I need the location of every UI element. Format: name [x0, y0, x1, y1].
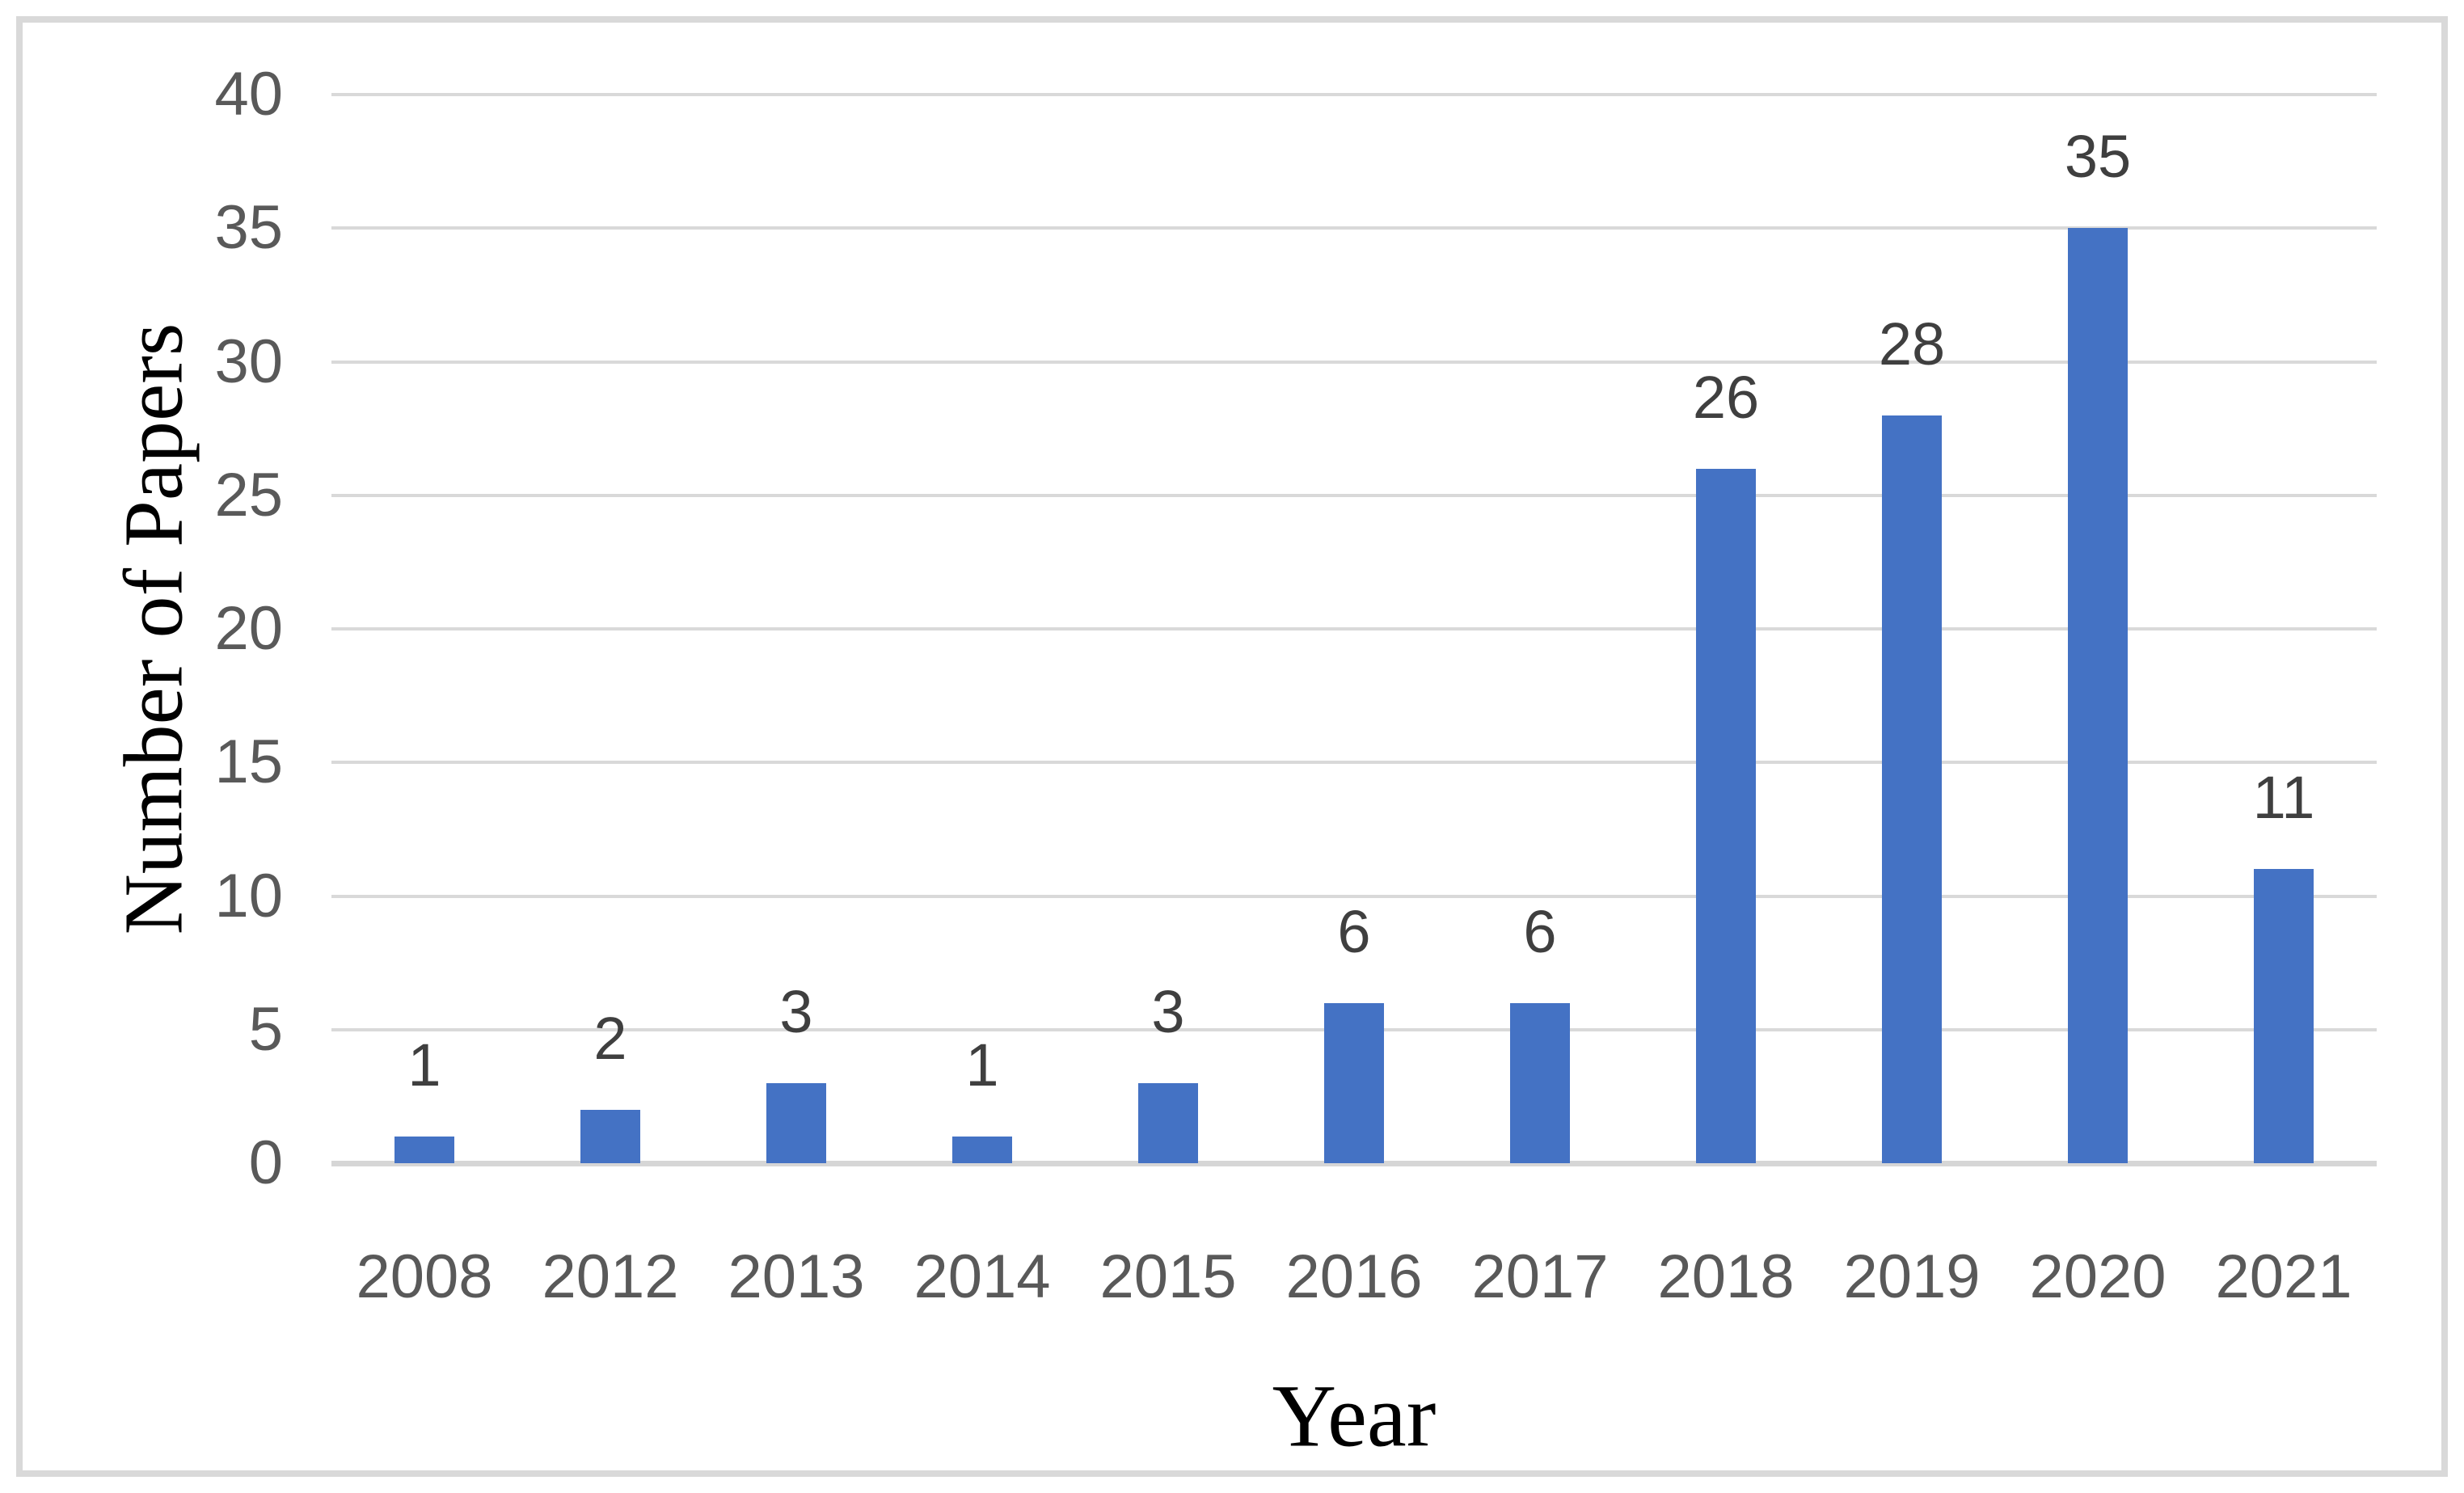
bar-value-label-2014: 1 [965, 1031, 999, 1099]
gridline-y-30 [331, 360, 2377, 364]
x-tick-label-2018: 2018 [1657, 1242, 1795, 1311]
bar-2012 [580, 1109, 640, 1163]
bar-value-label-2015: 3 [1151, 977, 1185, 1045]
bar-value-label-2019: 28 [1878, 310, 1946, 377]
x-tick-label-2014: 2014 [913, 1242, 1051, 1311]
y-tick-label-20: 20 [214, 594, 283, 663]
y-tick-label-5: 5 [248, 994, 283, 1064]
y-tick-label-10: 10 [214, 861, 283, 930]
bar-value-label-2013: 3 [779, 977, 813, 1045]
y-tick-label-35: 35 [214, 193, 283, 263]
bar-2013 [766, 1082, 826, 1163]
gridline-y-15 [331, 761, 2377, 765]
x-axis-title: Year [1272, 1366, 1437, 1466]
bar-2015 [1138, 1082, 1198, 1163]
bar-2021 [2254, 869, 2314, 1163]
x-tick-label-2013: 2013 [728, 1242, 865, 1311]
x-tick-label-2012: 2012 [542, 1242, 679, 1311]
bar-value-label-2012: 2 [593, 1004, 627, 1072]
bar-2016 [1324, 1002, 1384, 1163]
y-tick-label-25: 25 [214, 460, 283, 529]
gridline-y-25 [331, 493, 2377, 497]
x-tick-label-2008: 2008 [356, 1242, 493, 1311]
bar-value-label-2021: 11 [2252, 764, 2315, 832]
bar-value-label-2008: 1 [407, 1031, 441, 1099]
bar-value-label-2018: 26 [1692, 363, 1760, 431]
x-tick-label-2016: 2016 [1285, 1242, 1423, 1311]
bar-2020 [2068, 228, 2128, 1163]
x-tick-label-2019: 2019 [1843, 1242, 1981, 1311]
bar-2008 [394, 1136, 454, 1163]
x-tick-label-2020: 2020 [2029, 1242, 2167, 1311]
y-tick-label-40: 40 [214, 60, 283, 129]
bar-value-label-2020: 35 [2064, 123, 2132, 191]
bar-2019 [1882, 415, 1942, 1163]
bar-2017 [1510, 1002, 1570, 1163]
gridline-y-20 [331, 627, 2377, 631]
y-tick-label-0: 0 [248, 1128, 283, 1197]
bar-2014 [952, 1136, 1012, 1163]
x-axis-line [331, 1161, 2377, 1166]
y-tick-label-30: 30 [214, 327, 283, 396]
x-tick-label-2017: 2017 [1471, 1242, 1609, 1311]
gridline-y-35 [331, 226, 2377, 230]
bar-value-label-2017: 6 [1523, 897, 1557, 965]
x-tick-label-2015: 2015 [1099, 1242, 1237, 1311]
y-tick-label-15: 15 [214, 728, 283, 797]
plot-area: 1 2 3 1 3 6 6 26 28 35 11 [331, 93, 2377, 1166]
gridline-y-40 [331, 93, 2377, 96]
bar-value-label-2016: 6 [1337, 897, 1371, 965]
chart-frame-border [16, 16, 2448, 1477]
bar-2018 [1696, 468, 1756, 1163]
x-tick-label-2021: 2021 [2215, 1242, 2352, 1311]
gridline-y-10 [331, 894, 2377, 898]
